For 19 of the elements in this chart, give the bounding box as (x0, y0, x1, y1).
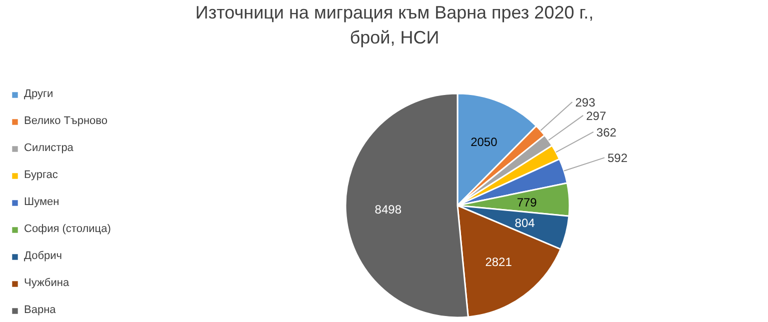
data-label: 779 (516, 195, 538, 210)
legend-label: Велико Търново (24, 115, 108, 127)
data-label: 362 (596, 125, 617, 140)
data-label: 2050 (470, 134, 498, 149)
chart-title: Източници на миграция към Варна през 2020 г., брой, НСИ (195, 2, 594, 48)
legend-label: Бургас (24, 169, 58, 181)
legend-label: Силистра (24, 142, 74, 154)
data-label: 804 (514, 216, 536, 230)
legend-label: Варна (24, 304, 56, 316)
data-label: 2821 (485, 255, 512, 270)
legend-label: Други (24, 88, 54, 100)
data-label: 293 (575, 95, 596, 110)
data-label: 592 (607, 151, 628, 166)
data-label: 297 (586, 108, 606, 123)
legend-label: Чужбина (24, 277, 70, 289)
legend-label: Добрич (24, 250, 62, 262)
legend-label: София (столица) (24, 223, 111, 235)
data-label: 8498 (374, 202, 402, 216)
legend-label: Шумен (24, 196, 60, 208)
